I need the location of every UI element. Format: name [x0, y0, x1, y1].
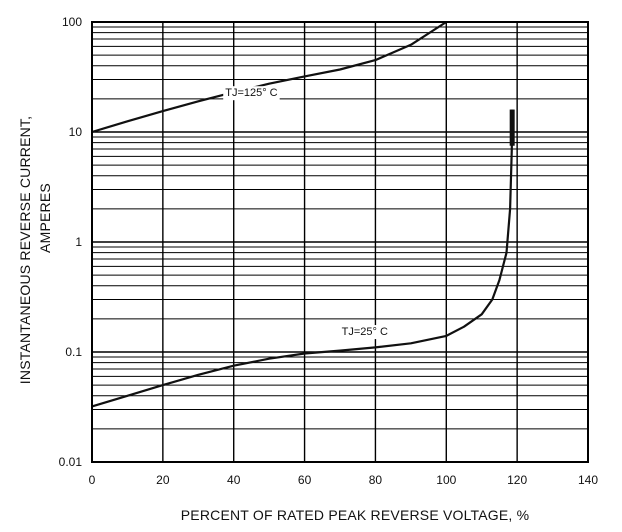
y-tick-label: 100: [62, 15, 82, 29]
plot-frame: [91, 21, 589, 463]
annotation-bg-0: [223, 86, 280, 101]
y-tick-label: 0.01: [59, 455, 83, 469]
x-tick-label: 40: [227, 473, 241, 487]
x-tick-label: 140: [578, 473, 598, 487]
annotation-bg-1: [339, 325, 390, 340]
x-tick-label: 80: [369, 473, 383, 487]
y-axis-title-line1: INSTANTANEOUS REVERSE CURRENT,: [17, 116, 33, 384]
x-tick-label: 60: [298, 473, 312, 487]
x-tick-label: 20: [156, 473, 170, 487]
annotation-label-1: TJ=25° C: [342, 326, 388, 338]
y-tick-label: 0.1: [65, 345, 82, 359]
x-tick-label: 100: [436, 473, 456, 487]
annotation-layer: TJ=125° C TJ=25° C: [223, 86, 390, 340]
annotation-label-0: TJ=125° C: [225, 87, 277, 99]
series-line-0: [91, 21, 447, 134]
annotation-0: TJ=125° C: [223, 86, 280, 101]
y-axis-title-line2: AMPERES: [37, 183, 53, 253]
x-tick-label: 0: [89, 473, 96, 487]
annotation-1: TJ=25° C: [339, 325, 390, 340]
x-tick-label: 120: [507, 473, 527, 487]
x-axis-title: PERCENT OF RATED PEAK REVERSE VOLTAGE, %: [181, 507, 529, 523]
series-line-1: [91, 109, 514, 408]
y-tick-label: 1: [75, 235, 82, 249]
grid-layer: [91, 22, 589, 463]
series-layer: [91, 21, 515, 408]
y-tick-label: 10: [69, 125, 83, 139]
ticks-layer: 0 20 40 60 80 100 120 140 0.01 0.1 1 10 100: [59, 15, 599, 487]
